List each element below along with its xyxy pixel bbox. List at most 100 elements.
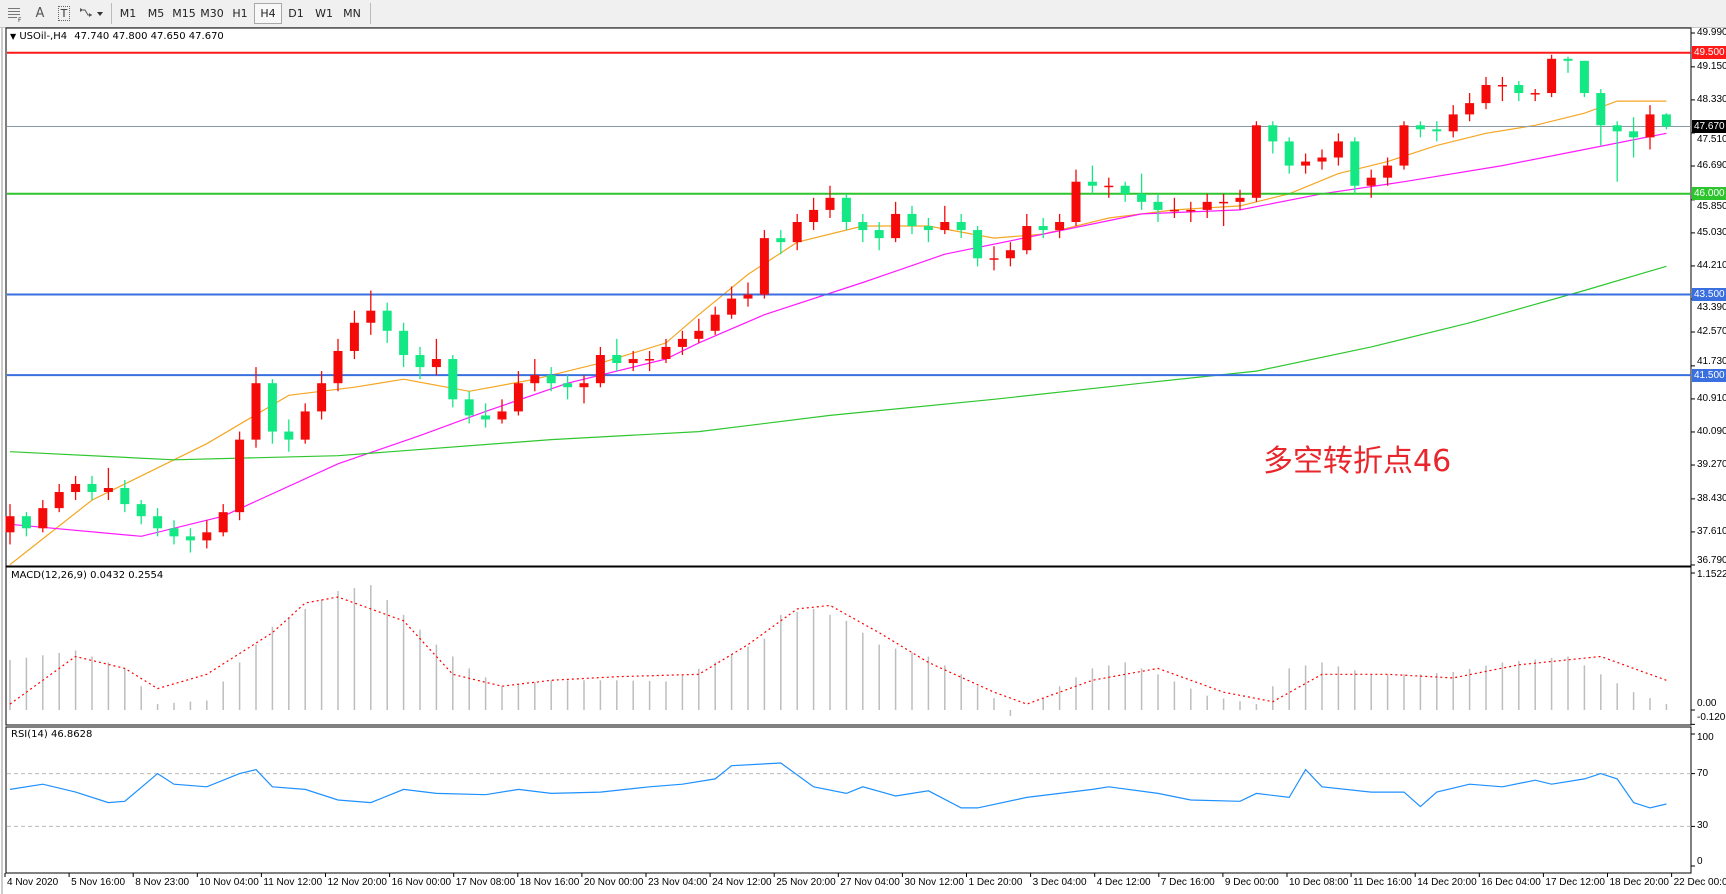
timeframe-m30[interactable]: M30 <box>200 7 224 20</box>
time-tick-label: 27 Nov 04:00 <box>840 877 900 888</box>
candle-body <box>1415 125 1425 130</box>
timeframe-m1[interactable]: M1 <box>119 7 137 20</box>
annotation-text[interactable]: 多空转折点46 <box>1263 444 1452 479</box>
macd-label: MACD(12,26,9) 0.0432 0.2554 <box>11 570 164 581</box>
candle-body <box>1366 177 1376 186</box>
time-tick-label: 16 Dec 04:00 <box>1481 877 1541 888</box>
candle-body <box>169 528 179 537</box>
price-tick-label: 37.610 <box>1697 525 1726 537</box>
ma-mid-line <box>9 132 1667 537</box>
candle-body <box>891 213 901 239</box>
timeframe-m5[interactable]: M5 <box>147 7 165 20</box>
toolbar-separator <box>370 3 371 24</box>
main-pane-frame <box>5 27 1692 567</box>
candle-body <box>858 222 868 231</box>
candle-body <box>1563 58 1573 61</box>
timeframe-d1[interactable]: D1 <box>288 7 304 20</box>
rsi-label: RSI(14) 46.8628 <box>11 729 93 740</box>
candle-body <box>1448 114 1458 132</box>
timeframe-mn[interactable]: MN <box>343 7 361 20</box>
candle-body <box>1186 209 1196 212</box>
price-tick-label: 36.790 <box>1697 555 1726 566</box>
macd-tick-label: 1.1522 <box>1697 569 1726 580</box>
time-tick-label: 20 Nov 00:00 <box>583 877 644 888</box>
candle-body <box>71 483 81 493</box>
text-a-icon[interactable]: A <box>35 6 45 21</box>
candle-body <box>251 383 261 440</box>
macd-pane-frame <box>5 566 1692 726</box>
price-tick-label: 49.150 <box>1697 60 1726 72</box>
candle-body <box>973 230 983 259</box>
text-label-icon[interactable]: T <box>54 3 74 24</box>
candle-body <box>710 314 720 331</box>
time-tick-label: 4 Dec 12:00 <box>1096 877 1151 888</box>
candle-body <box>1137 193 1147 202</box>
time-tick-label: 24 Nov 12:00 <box>712 877 772 888</box>
candle-body <box>1120 185 1130 194</box>
candle-body <box>267 383 277 432</box>
candle-body <box>481 415 491 420</box>
candle-body <box>87 483 97 493</box>
candle-body <box>431 359 441 368</box>
candle-body <box>792 222 802 243</box>
time-tick-label: 25 Nov 20:00 <box>776 877 836 888</box>
price-tick-label: 45.850 <box>1697 201 1726 213</box>
time-tick-label: 17 Nov 08:00 <box>455 877 516 888</box>
candle-body <box>1514 84 1524 94</box>
candle-body <box>907 213 917 227</box>
candle-body <box>21 516 31 529</box>
price-tick-label: 49.990 <box>1697 27 1726 38</box>
candle-body <box>1219 201 1229 204</box>
timeframe-w1[interactable]: W1 <box>315 7 333 20</box>
candle-body <box>612 354 622 364</box>
time-tick-label: 11 Nov 12:00 <box>263 877 323 888</box>
horizontal-line-label: 47.670 <box>1692 119 1726 133</box>
price-tick-label: 44.210 <box>1697 259 1726 271</box>
candle-body <box>202 532 212 541</box>
price-tick-label: 39.270 <box>1697 459 1726 471</box>
price-tick-label: 40.910 <box>1697 392 1726 404</box>
time-tick-label: 16 Nov 00:00 <box>391 877 452 888</box>
timeframe-m15[interactable]: M15 <box>172 7 196 20</box>
candle-body <box>1005 250 1015 259</box>
candle-body <box>809 209 819 223</box>
time-tick-label: 12 Nov 20:00 <box>327 877 388 888</box>
candle-body <box>153 516 163 529</box>
candle-body <box>1612 125 1622 132</box>
candle-body <box>185 536 195 541</box>
candle-body <box>1038 226 1048 231</box>
candle-body <box>5 516 15 533</box>
candle-body <box>448 359 458 400</box>
candle-body <box>923 226 933 231</box>
horizontal-line-label: 41.500 <box>1692 368 1726 382</box>
symbol-label: USOil-,H4 <box>19 31 68 42</box>
candle-body <box>563 383 573 388</box>
candle-body <box>399 330 409 355</box>
grid-f-icon[interactable]: F <box>4 3 26 24</box>
toolbar-separator <box>111 3 112 24</box>
timeframe-h4[interactable]: H4 <box>254 3 282 24</box>
price-tick-label: 46.690 <box>1697 159 1726 171</box>
time-tick-label: 10 Nov 04:00 <box>199 877 259 888</box>
candle-body <box>300 411 310 440</box>
macd-tick-label: -0.1206 <box>1697 712 1726 723</box>
candle-body <box>218 512 228 533</box>
timeframe-h1[interactable]: H1 <box>232 7 248 20</box>
candle-body <box>530 375 540 384</box>
candle-body <box>415 354 425 368</box>
candle-body <box>54 492 64 509</box>
toolbar: F A T M1 M5 M15 M30 H1 H4 D1 W1 MN <box>0 0 1726 28</box>
rsi-tick-label: 30 <box>1697 820 1709 832</box>
candle-body <box>103 487 113 493</box>
rsi-line <box>9 762 1667 809</box>
candle-body <box>1481 84 1491 104</box>
price-tick-label: 40.090 <box>1697 425 1726 437</box>
collapse-triangle-icon[interactable]: ▼ <box>10 32 17 41</box>
candle-body <box>1383 165 1393 178</box>
arrows-shapes-icon[interactable] <box>78 3 104 24</box>
candle-body <box>1235 197 1245 202</box>
candle-body <box>1350 141 1360 186</box>
candle-body <box>1530 93 1540 95</box>
time-tick-label: 1 Dec 20:00 <box>968 877 1023 888</box>
